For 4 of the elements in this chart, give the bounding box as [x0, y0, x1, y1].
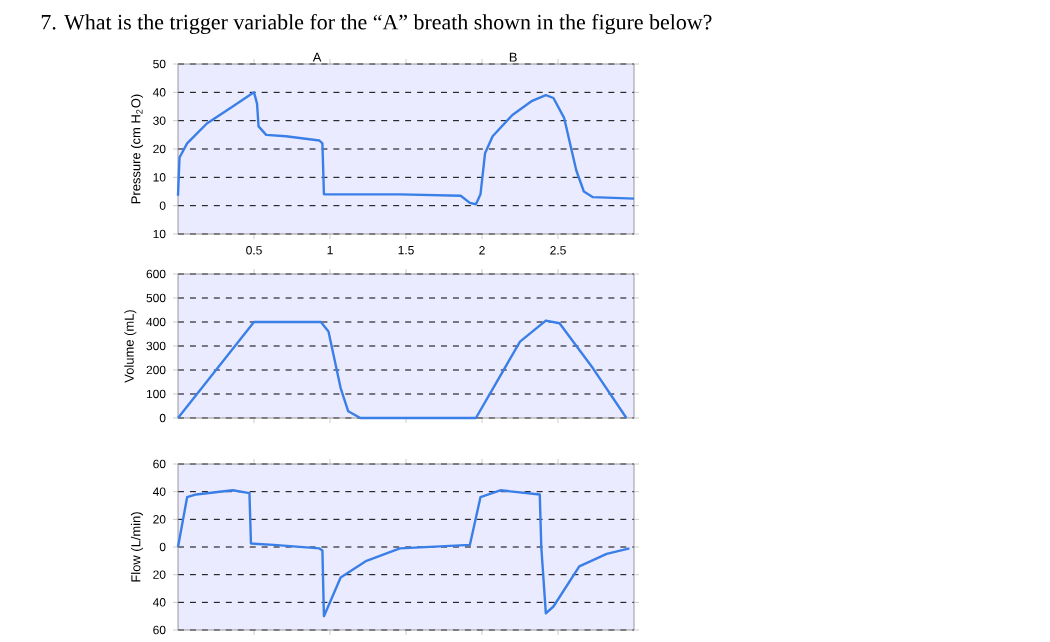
- line-series: [176, 489, 631, 618]
- chart-title: 7. What is the trigger variable for the “A” breath shown in the figure below?: [41, 13, 712, 35]
- line-series: [176, 319, 628, 420]
- line-series: [176, 91, 636, 206]
